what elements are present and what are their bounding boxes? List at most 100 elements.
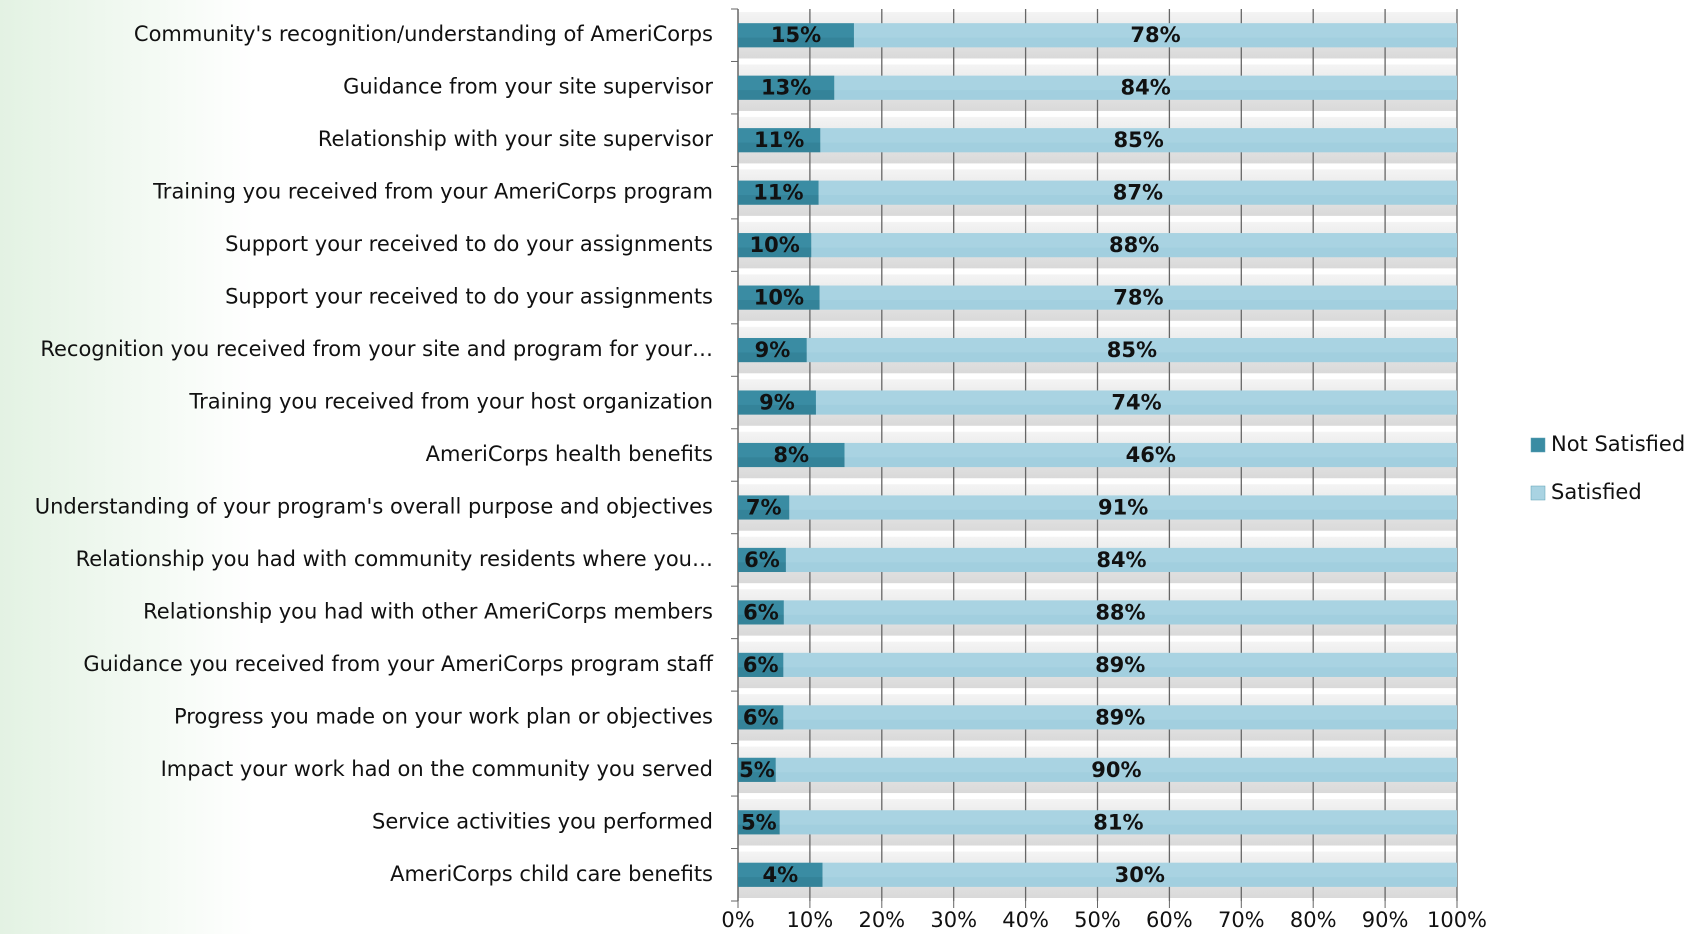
bar-shade [853, 37, 1457, 48]
bar-shade [738, 37, 854, 48]
x-tick-label: 40% [1002, 908, 1049, 932]
x-tick-label: 20% [858, 908, 905, 932]
data-label: 90% [1091, 758, 1141, 782]
category-label: Relationship you had with community resi… [76, 547, 713, 571]
data-label: 11% [753, 181, 803, 205]
x-tick-label: 50% [1074, 908, 1121, 932]
bar-shade [789, 509, 1457, 520]
category-label: Training you received from your host org… [188, 390, 713, 414]
category-label: Training you received from your AmeriCor… [152, 180, 713, 204]
x-tick-label: 10% [787, 908, 834, 932]
bar-shade [806, 352, 1457, 363]
category-label: Community's recognition/understanding of… [134, 22, 713, 46]
bar-shade [738, 247, 812, 258]
bar-shade [738, 824, 780, 835]
x-tick-label: 30% [930, 908, 977, 932]
bar-shade [818, 195, 1457, 205]
bar-shade [844, 457, 1457, 468]
x-tick-label: 100% [1427, 908, 1487, 932]
data-label: 84% [1121, 76, 1171, 100]
x-tick-label: 0% [721, 908, 754, 932]
data-label: 85% [1107, 338, 1157, 362]
bar-shade [819, 300, 1457, 310]
legend-swatch [1530, 437, 1546, 453]
category-label: AmeriCorps child care benefits [390, 862, 713, 886]
bar-shade [783, 614, 1457, 625]
data-label: 6% [744, 548, 780, 572]
x-tick-label: 60% [1146, 908, 1193, 932]
x-tick-label: 80% [1290, 908, 1337, 932]
category-label: Support your received to do your assignm… [225, 232, 713, 256]
data-label: 46% [1126, 443, 1176, 467]
bar-shade [822, 877, 1457, 887]
data-label: 10% [750, 233, 800, 257]
data-label: 8% [773, 443, 809, 467]
bar-shade [785, 562, 1457, 573]
data-label: 13% [761, 76, 811, 100]
data-label: 6% [743, 653, 779, 677]
bar-shade [738, 300, 820, 310]
bar-shade [834, 90, 1457, 100]
bar-shade [738, 877, 823, 887]
bar-shade [738, 719, 784, 730]
data-label: 78% [1113, 286, 1163, 310]
data-label: 9% [759, 391, 795, 415]
bar-shade [738, 457, 845, 468]
bar-shade [738, 772, 776, 782]
bar-shade [820, 142, 1457, 153]
category-label: Understanding of your program's overall … [35, 494, 713, 518]
data-label: 6% [743, 705, 779, 729]
data-label: 88% [1109, 233, 1159, 257]
bar-shade [738, 352, 807, 363]
data-label: 89% [1095, 653, 1145, 677]
legend-label: Not Satisfied [1551, 432, 1685, 456]
data-label: 6% [743, 600, 779, 624]
legend-swatch [1530, 485, 1546, 501]
category-label: Relationship you had with other AmeriCor… [143, 599, 713, 623]
bar-shade [738, 509, 790, 520]
bar-shade [738, 404, 816, 415]
category-label: Relationship with your site supervisor [318, 127, 714, 151]
data-label: 74% [1111, 391, 1161, 415]
category-label: Recognition you received from your site … [40, 337, 713, 361]
legend-label: Satisfied [1551, 480, 1642, 504]
category-label: Service activities you performed [372, 809, 713, 833]
data-label: 4% [762, 863, 798, 887]
category-label: AmeriCorps health benefits [426, 442, 713, 466]
bar-shade [779, 824, 1457, 835]
bar-shade [738, 142, 821, 153]
category-label: Guidance from your site supervisor [343, 75, 713, 99]
bar-shade [738, 614, 784, 625]
bar-shade [738, 90, 835, 100]
data-label: 78% [1130, 23, 1180, 47]
category-label: Support your received to do your assignm… [225, 285, 713, 309]
data-label: 7% [746, 495, 782, 519]
data-label: 89% [1095, 705, 1145, 729]
data-label: 11% [754, 128, 804, 152]
bar-shade [738, 195, 819, 205]
bar-shade [783, 719, 1457, 730]
bar-shade [811, 247, 1457, 258]
category-label: Guidance you received from your AmeriCor… [83, 652, 713, 676]
data-label: 5% [741, 810, 777, 834]
data-label: 84% [1096, 548, 1146, 572]
bar-shade [815, 404, 1457, 415]
data-label: 30% [1115, 863, 1165, 887]
bar-shade [738, 667, 784, 677]
data-label: 9% [755, 338, 791, 362]
data-label: 10% [754, 286, 804, 310]
data-label: 5% [739, 758, 775, 782]
bar-shade [783, 667, 1457, 677]
data-label: 91% [1098, 495, 1148, 519]
category-label: Impact your work had on the community yo… [161, 757, 713, 781]
data-label: 81% [1093, 810, 1143, 834]
x-tick-label: 90% [1362, 908, 1409, 932]
data-label: 15% [771, 23, 821, 47]
data-label: 87% [1113, 181, 1163, 205]
data-label: 88% [1095, 600, 1145, 624]
bar-shade [738, 562, 786, 573]
category-label: Progress you made on your work plan or o… [174, 704, 713, 728]
x-tick-label: 70% [1218, 908, 1265, 932]
data-label: 85% [1114, 128, 1164, 152]
